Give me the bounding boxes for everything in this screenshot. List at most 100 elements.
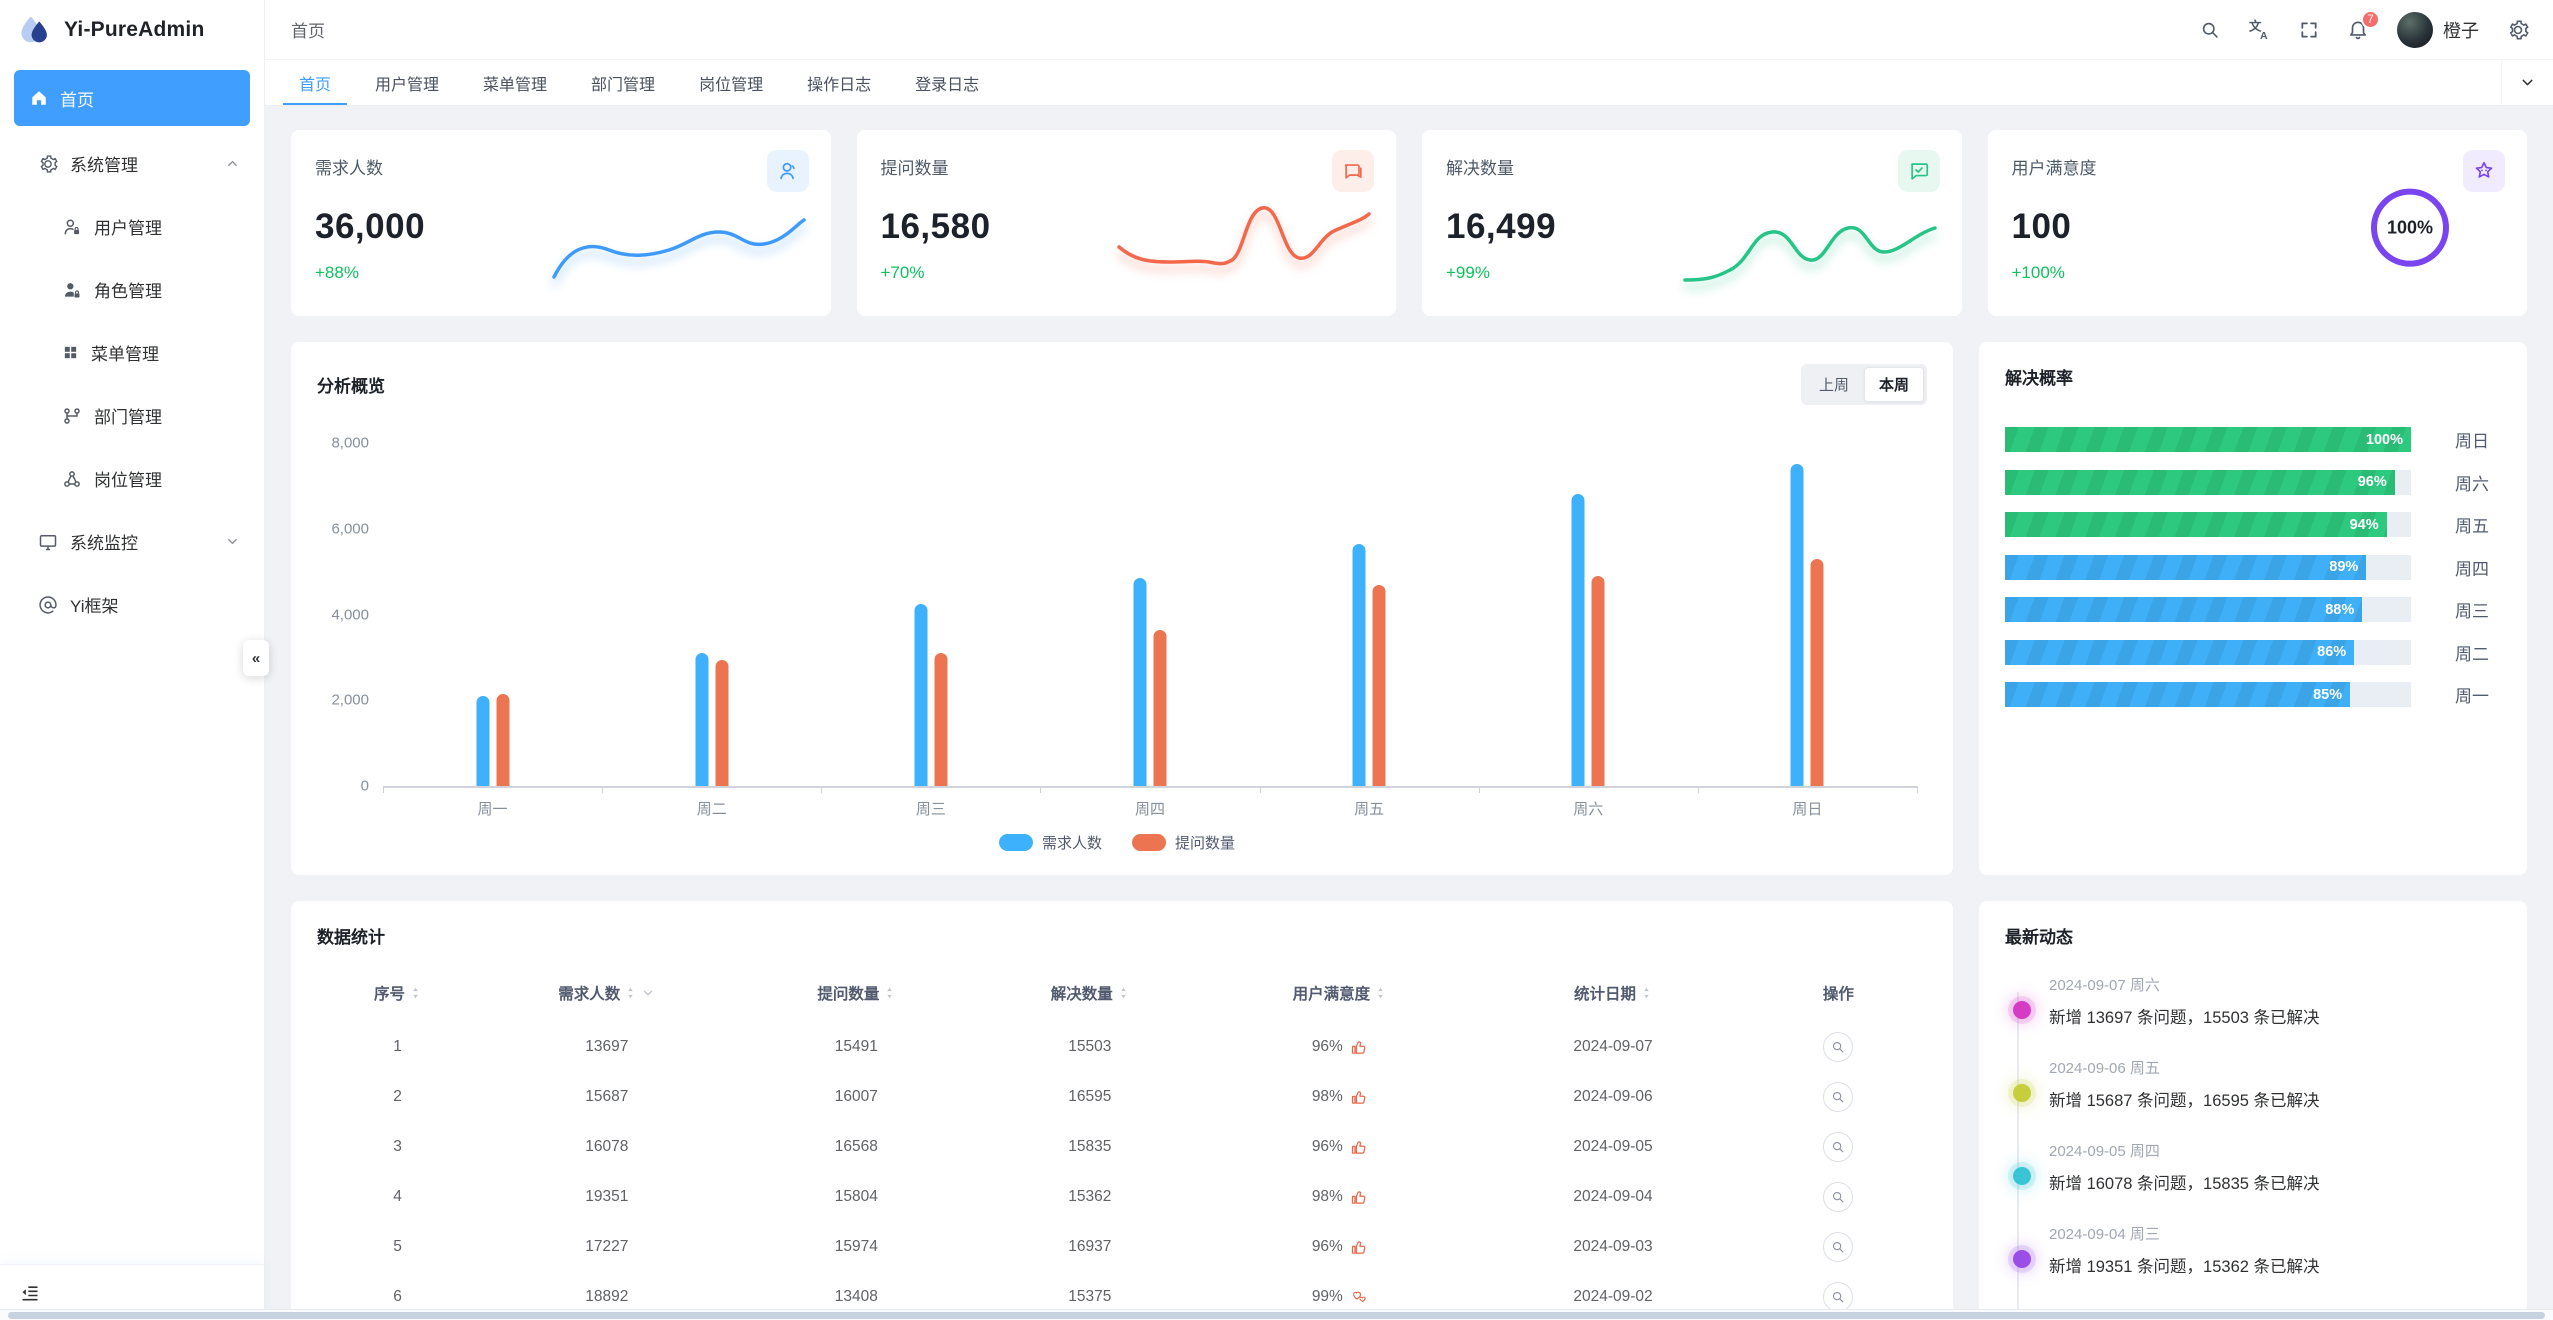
sidebar-item-system-management[interactable]: 系统管理 bbox=[14, 132, 250, 195]
sidebar-item-home[interactable]: 首页 bbox=[14, 70, 250, 126]
page-content: 需求人数 36,000 +88% 提问数量 16,580 +70% 解决数量 bbox=[265, 106, 2553, 1320]
view-detail-button[interactable] bbox=[1823, 1232, 1854, 1262]
chat-icon bbox=[1332, 150, 1374, 192]
timeline-text: 新增 19351 条问题，15362 条已解决 bbox=[2049, 1258, 2320, 1276]
tab-3[interactable]: 部门管理 bbox=[591, 76, 656, 94]
toggle-last-week[interactable]: 上周 bbox=[1818, 377, 1849, 394]
search-button[interactable] bbox=[2200, 20, 2220, 40]
bar-需求人数-周六 bbox=[1571, 494, 1585, 786]
view-detail-button[interactable] bbox=[1823, 1182, 1854, 1212]
view-detail-button[interactable] bbox=[1823, 1132, 1854, 1162]
settings-button[interactable] bbox=[2507, 19, 2529, 41]
timeline-date: 2024-09-07 周六 bbox=[2049, 977, 2160, 994]
view-detail-button[interactable] bbox=[1823, 1032, 1854, 1062]
stat-delta: +70% bbox=[880, 263, 925, 282]
user-menu[interactable]: 橙子 bbox=[2397, 11, 2479, 48]
toggle-this-week[interactable]: 本周 bbox=[1863, 367, 1924, 402]
progress-fill: 85% bbox=[2005, 682, 2351, 707]
column-header[interactable]: 统计日期 bbox=[1574, 982, 1652, 1004]
stat-delta: +88% bbox=[315, 263, 359, 282]
sidebar-item-label: Yi框架 bbox=[70, 597, 119, 616]
horizontal-scrollbar-thumb[interactable] bbox=[8, 1312, 2545, 1319]
table-header-row: 序号 需求人数 提问数量 解决数量 用户满意度 统计日期 操作 bbox=[317, 964, 1927, 1022]
sort-caret-icon[interactable] bbox=[410, 986, 421, 1000]
legend-item-提问数量[interactable]: 提问数量 bbox=[1132, 832, 1235, 853]
column-header[interactable]: 序号 bbox=[374, 982, 421, 1004]
x-axis-tickmark bbox=[1259, 786, 1261, 793]
progress-value: 88% bbox=[2325, 601, 2355, 618]
tab-5[interactable]: 操作日志 bbox=[807, 76, 872, 94]
column-header[interactable]: 解决数量 bbox=[1051, 982, 1129, 1004]
sidebar-menu: 首页 系统管理 用户管理 角色管理 菜单管理 部门管理 岗位管理 bbox=[0, 60, 264, 1264]
droplet-logo-icon bbox=[18, 13, 52, 47]
filter-chevron-down-icon[interactable] bbox=[641, 986, 655, 1000]
sort-caret-icon[interactable] bbox=[625, 986, 636, 1000]
notifications-button[interactable]: 7 bbox=[2347, 9, 2380, 41]
sidebar-item-yi-framework[interactable]: Yi框架 bbox=[14, 573, 250, 636]
bar-提问数量-周一 bbox=[496, 693, 510, 786]
sidebar-item-department-management[interactable]: 部门管理 bbox=[14, 384, 250, 447]
table-row: 5 17227 15974 16937 96% 2024-09-03 bbox=[317, 1222, 1927, 1272]
translate-button[interactable] bbox=[2248, 18, 2271, 41]
solve-rate-row-周日: 100% 周日 bbox=[2005, 427, 2501, 452]
column-header[interactable]: 需求人数 bbox=[558, 982, 655, 1004]
collapse-sidebar-icon[interactable] bbox=[20, 1283, 40, 1303]
search-icon bbox=[2200, 20, 2220, 40]
cell-questions: 13408 bbox=[834, 1288, 878, 1305]
sort-caret-icon[interactable] bbox=[1375, 986, 1386, 1000]
tab-2[interactable]: 菜单管理 bbox=[483, 76, 548, 94]
bar-group-周五 bbox=[1352, 443, 1386, 786]
tab-6[interactable]: 登录日志 bbox=[915, 76, 980, 94]
timeline-date: 2024-09-05 周四 bbox=[2049, 1143, 2160, 1160]
stat-card-solved: 解决数量 16,499 +99% bbox=[1422, 130, 1962, 316]
cell-demand: 13697 bbox=[585, 1038, 629, 1055]
tabs-dropdown-button[interactable] bbox=[2501, 60, 2553, 105]
monitor-icon bbox=[38, 532, 58, 552]
column-header[interactable]: 提问数量 bbox=[817, 982, 895, 1004]
cell-solved: 15835 bbox=[1068, 1138, 1112, 1155]
view-detail-button[interactable] bbox=[1823, 1082, 1854, 1112]
tab-0[interactable]: 首页 bbox=[277, 60, 353, 105]
sort-caret-icon[interactable] bbox=[1118, 986, 1129, 1000]
bar-group-周六 bbox=[1571, 443, 1605, 786]
cell-solved: 15503 bbox=[1068, 1038, 1112, 1055]
timeline-dot bbox=[2013, 1084, 2031, 1102]
data-table-panel: 数据统计 序号 需求人数 提问数量 解决数量 用户满意度 统计日期 操作 1 13697 154… bbox=[291, 901, 1953, 1320]
app-logo[interactable]: Yi-PureAdmin bbox=[0, 0, 264, 60]
cell-date: 2024-09-03 bbox=[1573, 1238, 1653, 1255]
sidebar-item-post-management[interactable]: 岗位管理 bbox=[14, 447, 250, 510]
timeline-dot bbox=[2013, 1250, 2031, 1268]
bar-需求人数-周二 bbox=[695, 653, 709, 786]
sidebar-item-menu-management[interactable]: 菜单管理 bbox=[14, 321, 250, 384]
chevron-down-icon bbox=[225, 534, 240, 549]
progress-fill: 86% bbox=[2005, 639, 2355, 665]
user-lock-icon bbox=[62, 217, 82, 237]
sidebar-item-role-management[interactable]: 角色管理 bbox=[14, 258, 250, 321]
column-header[interactable]: 用户满意度 bbox=[1293, 982, 1387, 1004]
x-axis-label: 周四 bbox=[1134, 801, 1166, 818]
cell-satisfaction: 96% bbox=[1202, 1122, 1476, 1172]
bar-需求人数-周日 bbox=[1790, 464, 1804, 786]
sidebar-item-system-monitor[interactable]: 系统监控 bbox=[14, 510, 250, 573]
sort-caret-icon[interactable] bbox=[1641, 986, 1652, 1000]
sidebar-item-user-management[interactable]: 用户管理 bbox=[14, 195, 250, 258]
sidebar: Yi-PureAdmin 首页 系统管理 用户管理 角色管理 菜单管理 部门管理 bbox=[0, 0, 265, 1320]
cell-solved: 15362 bbox=[1068, 1188, 1112, 1205]
solve-rate-row-周三: 88% 周三 bbox=[2005, 597, 2501, 622]
progress-track: 89% bbox=[2005, 554, 2411, 580]
satisfaction-value: 98% bbox=[1312, 1088, 1367, 1106]
sort-caret-icon[interactable] bbox=[884, 986, 895, 1000]
view-detail-button[interactable] bbox=[1823, 1282, 1854, 1312]
tab-1[interactable]: 用户管理 bbox=[375, 76, 440, 94]
tab-4[interactable]: 岗位管理 bbox=[699, 76, 764, 94]
avatar bbox=[2397, 11, 2433, 48]
sidebar-item-label: 岗位管理 bbox=[94, 471, 162, 490]
sidebar-collapse-handle[interactable]: « bbox=[243, 640, 269, 676]
legend-item-需求人数[interactable]: 需求人数 bbox=[998, 832, 1102, 853]
table-row: 3 16078 16568 15835 96% 2024-09-05 bbox=[317, 1122, 1927, 1172]
bar-需求人数-周四 bbox=[1133, 578, 1147, 786]
table-column-header-2: 提问数量 bbox=[736, 964, 978, 1022]
fullscreen-button[interactable] bbox=[2299, 20, 2319, 40]
solve-rate-row-周六: 96% 周六 bbox=[2005, 469, 2501, 495]
bar-group-周日 bbox=[1790, 443, 1824, 786]
